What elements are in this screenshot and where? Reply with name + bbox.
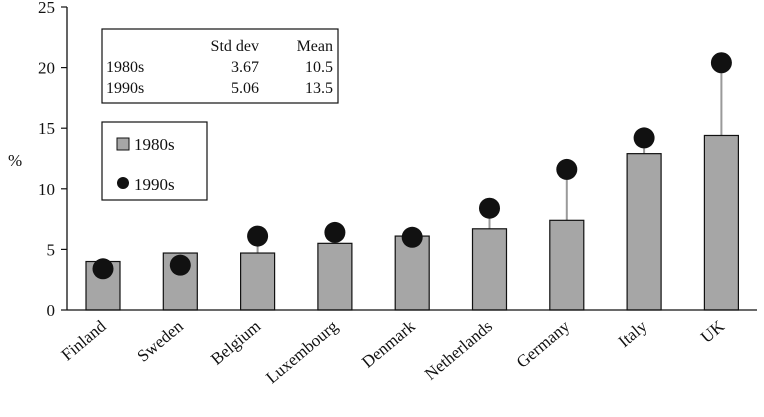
x-category-label: UK bbox=[697, 316, 729, 347]
stats-row-1990s-label: 1990s bbox=[106, 80, 144, 97]
y-tick-label: 20 bbox=[38, 59, 55, 78]
bar-1980s bbox=[703, 134, 740, 311]
dot-1990s bbox=[92, 258, 114, 280]
dot-1990s bbox=[247, 225, 269, 247]
x-category-label: Luxembourg bbox=[262, 316, 342, 387]
stats-row-1990s-mean: 13.5 bbox=[305, 80, 333, 97]
legend-label-1990s: 1990s bbox=[134, 175, 175, 194]
y-tick-label: 25 bbox=[38, 0, 55, 17]
bars-1980s bbox=[85, 134, 740, 311]
stats-row-1980s-mean: 10.5 bbox=[305, 59, 333, 76]
dots-1990s bbox=[92, 52, 732, 280]
stats-header-mean: Mean bbox=[297, 38, 333, 55]
dot-1990s bbox=[169, 254, 191, 276]
bar-1980s bbox=[471, 228, 508, 311]
stats-row-1980s-label: 1980s bbox=[106, 59, 144, 76]
stats-row-1980s-stddev: 3.67 bbox=[231, 59, 259, 76]
x-category-label: Italy bbox=[615, 316, 651, 351]
dot-1990s bbox=[633, 127, 655, 149]
y-ticks: 0 5 10 15 20 25 bbox=[38, 0, 67, 320]
stats-header-stddev: Std dev bbox=[211, 38, 259, 55]
stats-row-1990s-stddev: 5.06 bbox=[231, 80, 259, 97]
bar-1980s bbox=[626, 153, 662, 311]
y-axis-label: % bbox=[8, 151, 22, 170]
x-category-label: Germany bbox=[513, 316, 574, 372]
legend-square-icon bbox=[116, 137, 130, 151]
y-tick-label: 0 bbox=[47, 301, 56, 320]
x-category-label: Netherlands bbox=[421, 317, 496, 384]
x-category-label: Belgium bbox=[207, 317, 264, 369]
dot-1990s bbox=[710, 52, 732, 74]
stats-table: Std dev Mean 1980s 3.67 10.5 1990s 5.06 … bbox=[101, 28, 339, 104]
dot-1990s bbox=[556, 158, 578, 180]
legend-circle-icon bbox=[117, 177, 129, 189]
dot-1990s bbox=[401, 226, 423, 248]
y-tick-label: 5 bbox=[47, 240, 56, 259]
axes bbox=[66, 7, 757, 311]
x-category-label: Finland bbox=[58, 316, 110, 364]
dot-1990s bbox=[324, 221, 346, 243]
bar-1980s bbox=[549, 219, 585, 311]
legend: 1980s 1990s bbox=[101, 121, 208, 201]
y-tick-label: 10 bbox=[38, 180, 55, 199]
x-category-label: Denmark bbox=[358, 316, 419, 372]
legend-label-1980s: 1980s bbox=[134, 135, 175, 154]
x-category-label: Sweden bbox=[133, 316, 187, 365]
bar-1980s bbox=[394, 235, 430, 311]
dot-1990s bbox=[479, 197, 500, 219]
stats-table-box bbox=[101, 28, 339, 104]
y-tick-label: 15 bbox=[38, 119, 55, 138]
bar-1980s bbox=[240, 252, 276, 311]
bar-1980s bbox=[317, 242, 353, 311]
